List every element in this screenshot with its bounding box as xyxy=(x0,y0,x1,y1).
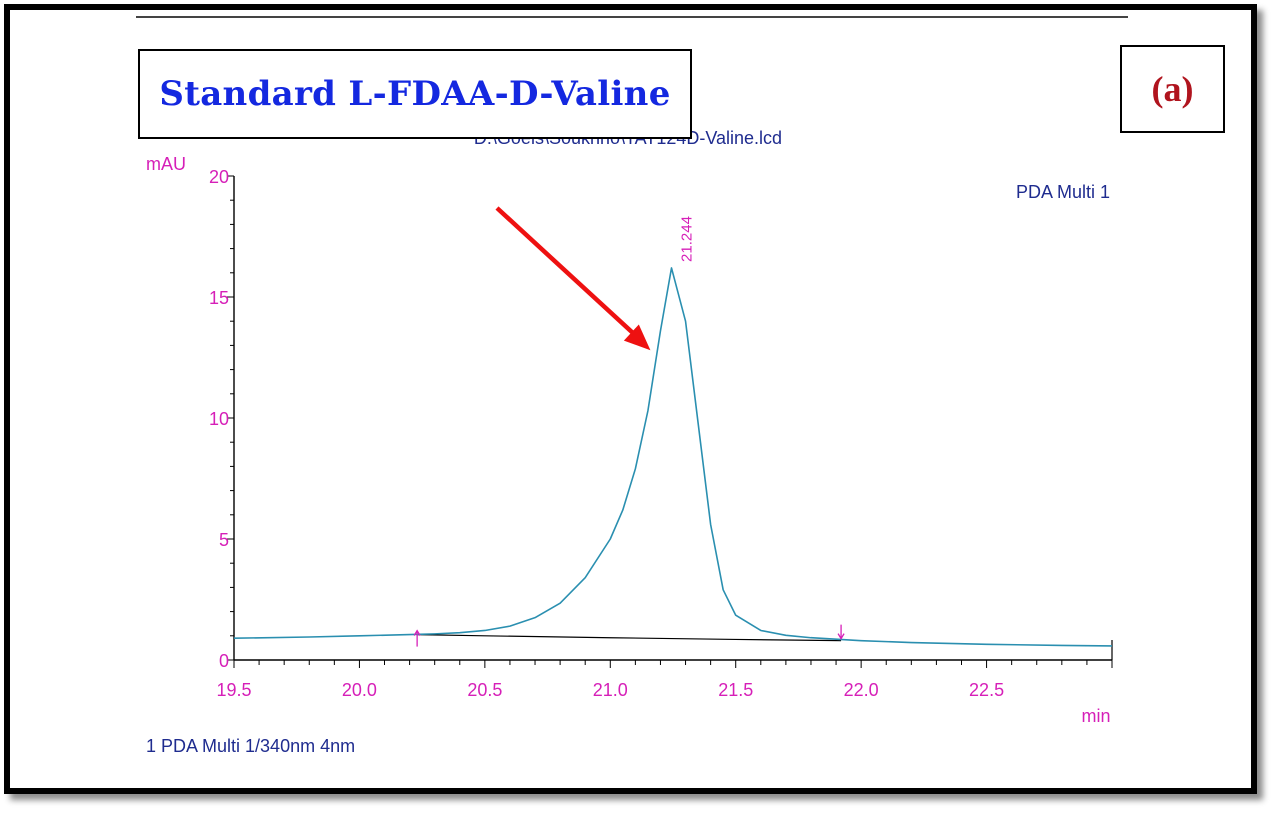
y-tick-label: 20 xyxy=(209,167,229,187)
y-tick-label: 5 xyxy=(219,530,229,550)
y-tick-label: 10 xyxy=(209,409,229,429)
panel-title: Standard L-FDAA-D-Valine xyxy=(159,74,671,114)
panel-label: (a) xyxy=(1151,69,1194,109)
integration-baseline xyxy=(417,633,842,642)
x-tick-label: 21.5 xyxy=(718,680,753,700)
x-tick-label: 22.0 xyxy=(844,680,879,700)
plot-group: 21.244 xyxy=(233,206,1113,647)
chromatogram-trace xyxy=(233,267,1113,647)
title-box: Standard L-FDAA-D-Valine xyxy=(138,49,692,139)
panel-label-box: (a) xyxy=(1120,45,1225,133)
header-rule xyxy=(136,16,1128,18)
y-tick-label: 15 xyxy=(209,288,229,308)
x-tick-label: 20.0 xyxy=(342,680,377,700)
integration-start-arrowhead xyxy=(413,629,421,636)
peak-retention-label: 21.244 xyxy=(678,216,695,262)
legend-entry: PDA Multi 1 xyxy=(1016,182,1110,202)
x-axis-label: min xyxy=(1081,706,1110,726)
y-tick-label: 0 xyxy=(219,651,229,671)
y-axis-label: mAU xyxy=(146,154,186,174)
axes-group: 0 5 10 15 20 19.5 20.0 20.5 21.0 21.5 22.0 22.5 xyxy=(209,167,1113,700)
x-tick-label: 22.5 xyxy=(969,680,1004,700)
x-tick-label: 21.0 xyxy=(593,680,628,700)
x-tick-label: 19.5 xyxy=(216,680,251,700)
x-tick-label: 20.5 xyxy=(467,680,502,700)
annotation-arrowhead xyxy=(623,324,651,351)
integration-end-arrowhead xyxy=(837,633,845,640)
annotation-arrow xyxy=(495,206,638,338)
detector-footnote: 1 PDA Multi 1/340nm 4nm xyxy=(146,736,355,756)
